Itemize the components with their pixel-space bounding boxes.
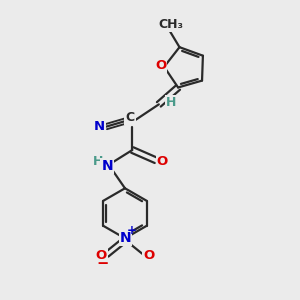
Text: +: + xyxy=(127,224,136,238)
Text: H: H xyxy=(166,96,176,110)
Text: N: N xyxy=(94,120,105,133)
Text: N: N xyxy=(101,159,113,173)
Text: O: O xyxy=(155,59,166,72)
Text: −: − xyxy=(96,256,108,272)
Text: O: O xyxy=(157,155,168,168)
Text: CH₃: CH₃ xyxy=(159,18,184,32)
Text: O: O xyxy=(143,249,154,262)
Text: O: O xyxy=(96,249,107,262)
Text: N: N xyxy=(120,231,131,245)
Text: C: C xyxy=(125,111,134,124)
Text: H: H xyxy=(93,155,104,168)
